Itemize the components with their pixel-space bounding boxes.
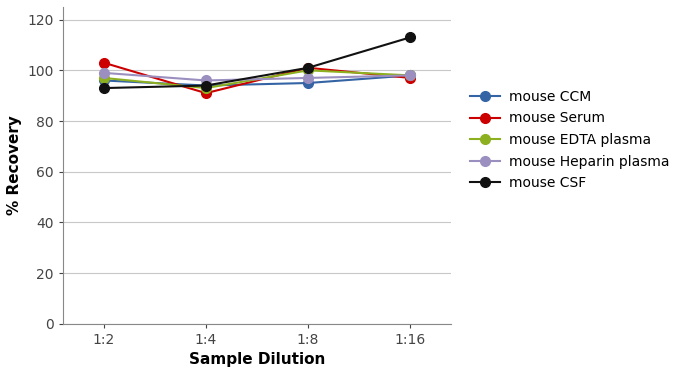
mouse EDTA plasma bbox=[304, 68, 312, 73]
mouse Heparin plasma bbox=[202, 78, 210, 83]
mouse CSF bbox=[406, 35, 414, 40]
mouse Serum bbox=[202, 91, 210, 95]
X-axis label: Sample Dilution: Sample Dilution bbox=[189, 352, 325, 367]
mouse CCM bbox=[304, 81, 312, 85]
mouse Heparin plasma bbox=[100, 70, 108, 75]
mouse Heparin plasma bbox=[304, 76, 312, 80]
Legend: mouse CCM, mouse Serum, mouse EDTA plasma, mouse Heparin plasma, mouse CSF: mouse CCM, mouse Serum, mouse EDTA plasm… bbox=[470, 90, 669, 190]
mouse CCM bbox=[202, 83, 210, 88]
mouse Serum bbox=[100, 61, 108, 65]
Y-axis label: % Recovery: % Recovery bbox=[7, 115, 22, 215]
mouse CCM bbox=[100, 78, 108, 83]
mouse EDTA plasma bbox=[202, 86, 210, 90]
mouse EDTA plasma bbox=[406, 73, 414, 78]
Line: mouse EDTA plasma: mouse EDTA plasma bbox=[99, 66, 415, 93]
mouse CSF bbox=[304, 66, 312, 70]
Line: mouse Heparin plasma: mouse Heparin plasma bbox=[99, 68, 415, 85]
mouse EDTA plasma bbox=[100, 76, 108, 80]
mouse CCM bbox=[406, 73, 414, 78]
Line: mouse CCM: mouse CCM bbox=[99, 70, 415, 90]
mouse Serum bbox=[406, 76, 414, 80]
mouse CSF bbox=[202, 83, 210, 88]
Line: mouse CSF: mouse CSF bbox=[99, 32, 415, 93]
mouse Heparin plasma bbox=[406, 73, 414, 78]
Line: mouse Serum: mouse Serum bbox=[99, 58, 415, 98]
mouse Serum bbox=[304, 66, 312, 70]
mouse CSF bbox=[100, 86, 108, 90]
